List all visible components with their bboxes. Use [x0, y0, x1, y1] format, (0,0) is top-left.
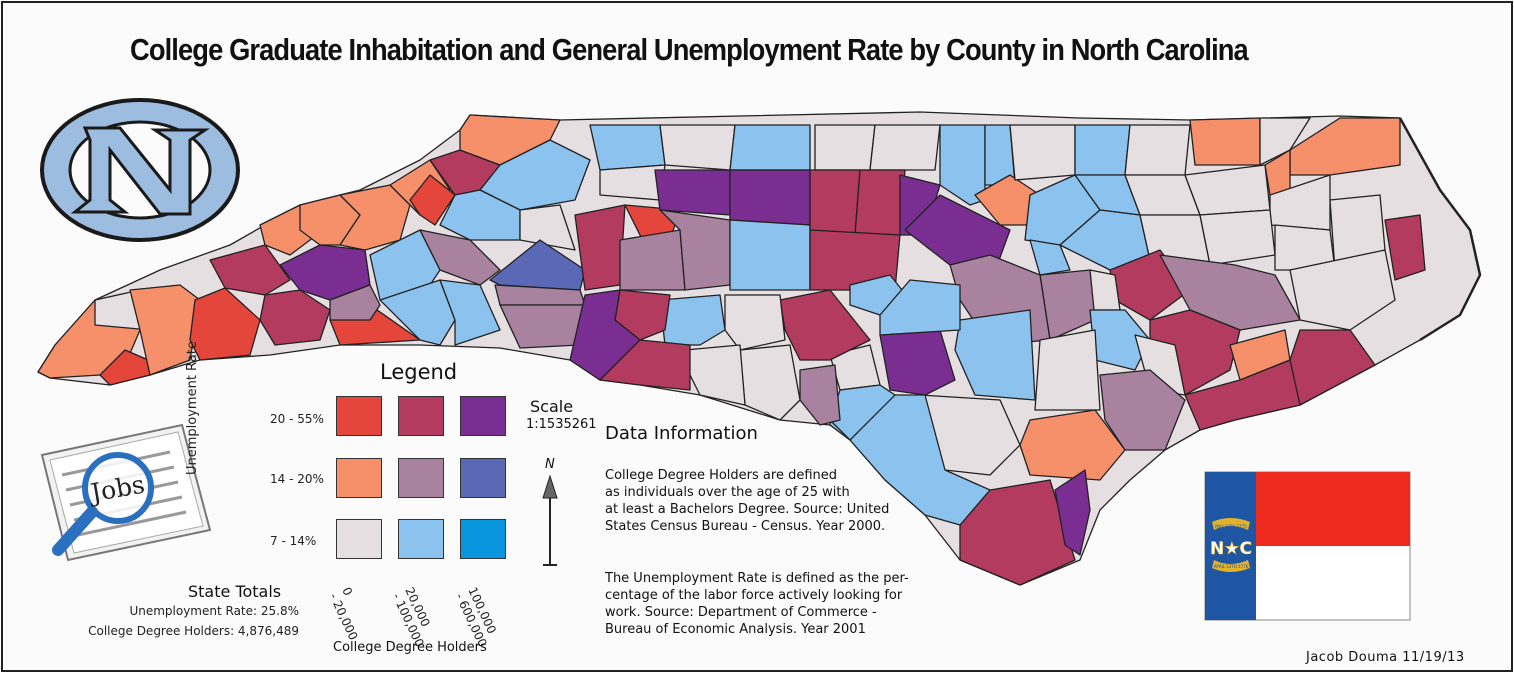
county: [329, 284, 381, 321]
county: [799, 364, 841, 426]
legend-swatch: [460, 519, 506, 559]
county: [854, 169, 906, 236]
county: [659, 124, 736, 171]
county: [1384, 214, 1426, 281]
legend-swatch: [336, 519, 382, 559]
flag-ribbon-bottom: APRIL 12TH 1776: [1214, 564, 1249, 569]
county: [439, 279, 501, 346]
state-unemployment-total: Unemployment Rate: 25.8%: [129, 604, 299, 618]
county: [1029, 239, 1071, 276]
county: [814, 124, 876, 171]
county: [1099, 369, 1186, 451]
county: [1289, 329, 1376, 406]
county: [654, 169, 731, 216]
data-info-heading: Data Information: [605, 423, 758, 444]
legend-swatch: [398, 519, 444, 559]
county: [1124, 124, 1191, 176]
county: [659, 294, 726, 346]
county: [729, 124, 811, 171]
county: [619, 229, 686, 291]
county: [1199, 209, 1276, 266]
county: [1089, 269, 1121, 311]
county: [519, 204, 576, 251]
legend-x-axis-label: College Degree Holders: [333, 640, 487, 655]
state-degree-total: College Degree Holders: 4,876,489: [88, 624, 299, 638]
north-label: N: [545, 457, 555, 472]
county: [589, 124, 666, 171]
county: [379, 279, 456, 346]
county: [129, 284, 201, 376]
nc-flag: N★C MAY 20TH 1775 APRIL 12TH 1776: [1204, 471, 1411, 621]
county: [1289, 249, 1396, 331]
county: [939, 124, 986, 206]
state-totals-heading: State Totals: [188, 582, 282, 601]
legend-row-label: 14 - 20%: [270, 472, 324, 486]
legend-title: Legend: [380, 360, 458, 384]
county: [1009, 124, 1076, 181]
legend-swatch: [336, 458, 382, 498]
county: [954, 309, 1036, 401]
legend-swatch: [336, 396, 382, 436]
legend-swatch: [398, 396, 444, 436]
jobs-icon: Jobs: [40, 423, 212, 562]
county: [409, 174, 456, 226]
county: [1189, 117, 1261, 166]
county: [829, 394, 991, 526]
county: [1074, 124, 1131, 176]
county: [729, 219, 811, 291]
county: [809, 169, 861, 236]
county: [489, 239, 586, 291]
data-info-paragraph-1: College Degree Holders are defined as in…: [605, 468, 890, 534]
county: [879, 279, 961, 336]
scale-label: Scale: [530, 397, 574, 416]
legend-swatch: [460, 458, 506, 498]
county: [779, 289, 871, 361]
legend-swatch: [460, 396, 506, 436]
county: [729, 169, 811, 226]
county: [209, 244, 291, 296]
data-info-paragraph-2: The Unemployment Rate is defined as the …: [605, 571, 909, 637]
legend-row-label: 20 - 55%: [270, 412, 324, 426]
county: [599, 339, 691, 391]
legend-y-axis-label: Unemployment Rate: [185, 341, 200, 475]
county: [419, 229, 501, 286]
county: [684, 344, 746, 406]
county: [659, 209, 731, 291]
county: [1034, 329, 1101, 411]
county: [869, 124, 941, 171]
nc-logo: NC: [40, 98, 240, 242]
outer-banks: [1398, 117, 1482, 342]
author-credit: Jacob Douma 11/19/13: [1306, 650, 1465, 665]
county: [1054, 469, 1091, 556]
flag-ribbon-top: MAY 20TH 1775: [1215, 524, 1247, 529]
north-arrow: [542, 474, 558, 566]
legend-row-label: 7 - 14%: [270, 534, 317, 548]
county: [724, 294, 786, 351]
legend-swatch: [398, 458, 444, 498]
flag-letters: N★C: [1210, 539, 1252, 559]
scale-value: 1:1535261: [526, 417, 597, 432]
map-title: College Graduate Inhabitation and Genera…: [130, 32, 1249, 67]
